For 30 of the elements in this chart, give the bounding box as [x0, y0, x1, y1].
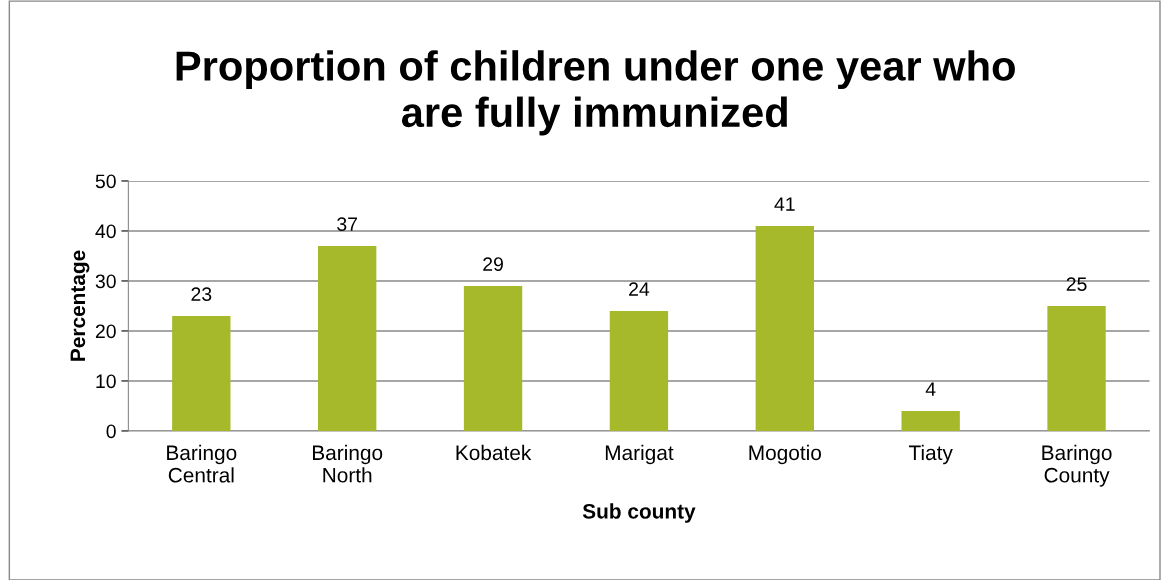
- y-tick-label: 30: [95, 274, 116, 289]
- x-tick-label: Tiaty: [908, 444, 953, 465]
- bar: [901, 410, 960, 431]
- bar: [172, 315, 231, 431]
- x-axis-title: Sub county: [582, 503, 696, 523]
- y-tick-label: 50: [95, 174, 116, 189]
- bar: [609, 310, 669, 431]
- data-label: 24: [629, 282, 650, 296]
- data-label: 4: [925, 382, 936, 396]
- data-label: 37: [337, 217, 358, 231]
- y-axis-title: Percentage: [70, 250, 90, 361]
- y-tick-label: 10: [96, 374, 116, 389]
- y-tick-label: 40: [95, 224, 116, 239]
- data-label: 41: [774, 197, 795, 211]
- x-tick-label: Baringo Central: [167, 444, 237, 483]
- data-label: 25: [1066, 277, 1087, 291]
- bar: [463, 285, 523, 431]
- chart-title: Proportion of children under one year who are fully immunized: [176, 50, 1015, 136]
- x-tick-label: Kobatek: [456, 444, 532, 461]
- y-tick-label: 0: [106, 424, 116, 439]
- y-tick-label: 20: [95, 324, 116, 339]
- data-label: 23: [191, 287, 212, 301]
- x-tick-label: Mogotio: [749, 444, 821, 465]
- bar: [755, 225, 814, 431]
- x-tick-label: Baringo County: [1042, 444, 1112, 487]
- x-tick-label: Baringo North: [312, 444, 383, 483]
- x-tick-label: Marigat: [605, 444, 674, 465]
- bar: [1047, 305, 1106, 431]
- data-label: 29: [483, 257, 503, 271]
- bar: [318, 245, 377, 431]
